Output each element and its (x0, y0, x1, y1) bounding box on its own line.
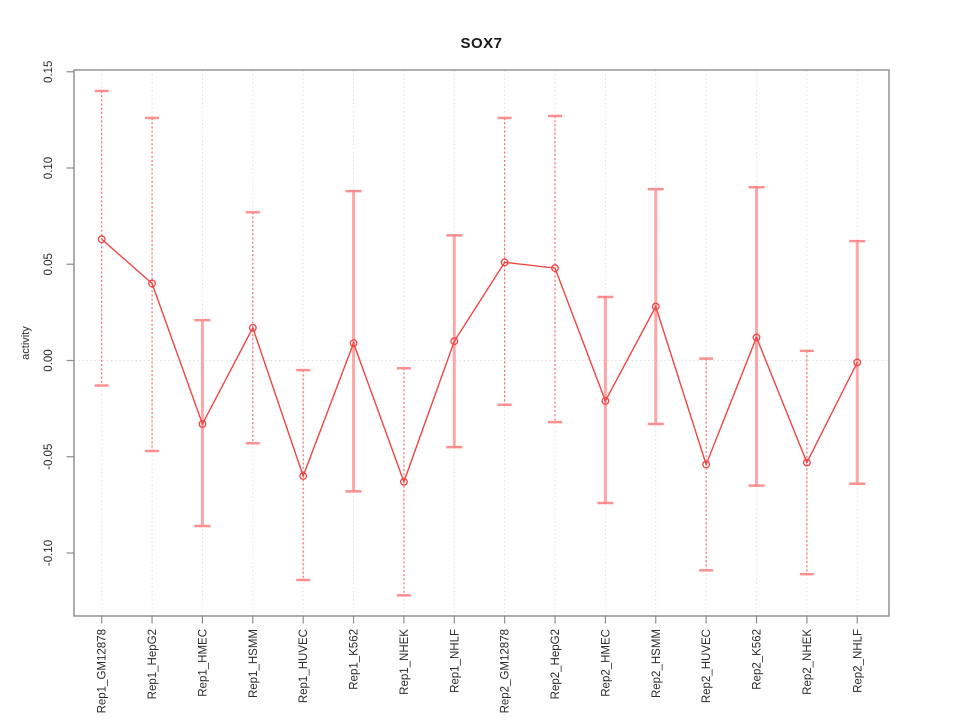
data-point (97, 235, 106, 244)
y-tick-label: 0.05 (43, 253, 55, 275)
x-tick-label: Rep2_K562 (752, 629, 764, 690)
x-tick-label: Rep1_K562 (349, 629, 361, 690)
data-point (349, 339, 358, 348)
x-tick-label: Rep2_HUVEC (701, 629, 713, 703)
y-tick-label: 0.10 (43, 157, 55, 179)
y-tick-label: -0.05 (43, 444, 55, 470)
x-tick-label: Rep1_HMEC (197, 629, 209, 697)
data-point (551, 264, 559, 273)
x-tick-label: Rep2_HMEC (600, 629, 612, 697)
data-point (601, 396, 610, 405)
x-tick-label: Rep2_HepG2 (550, 629, 562, 699)
data-point (399, 477, 408, 486)
data-point (702, 460, 711, 469)
chart-title: SOX7 (460, 35, 503, 52)
y-tick-label: 0.00 (43, 349, 55, 371)
data-point (148, 279, 157, 288)
x-tick-label: Rep1_HSMM (248, 629, 260, 698)
x-tick-label: Rep2_NHLF (852, 629, 864, 693)
data-point (500, 258, 509, 267)
x-tick-label: Rep2_HSMM (651, 629, 663, 698)
x-tick-label: Rep1_NHEK (399, 629, 411, 695)
x-tick-label: Rep2_GM12878 (500, 629, 512, 713)
data-point (450, 337, 459, 346)
x-tick-label: Rep2_NHEK (802, 629, 814, 695)
y-tick-label: 0.15 (43, 61, 55, 83)
data-point (651, 302, 660, 311)
x-tick-label: Rep1_HUVEC (298, 629, 310, 703)
x-tick-label: Rep1_GM12878 (97, 629, 109, 713)
x-tick-label: Rep1_NHLF (449, 629, 461, 693)
data-point (752, 333, 761, 342)
data-point (802, 458, 811, 467)
data-point (853, 358, 862, 367)
plot-box (73, 69, 890, 617)
data-point (198, 420, 207, 428)
y-tick-label: -0.10 (43, 540, 55, 566)
data-point (299, 472, 308, 480)
x-tick-label: Rep1_HepG2 (147, 629, 159, 699)
data-point (248, 323, 257, 332)
series-line (101, 238, 858, 484)
